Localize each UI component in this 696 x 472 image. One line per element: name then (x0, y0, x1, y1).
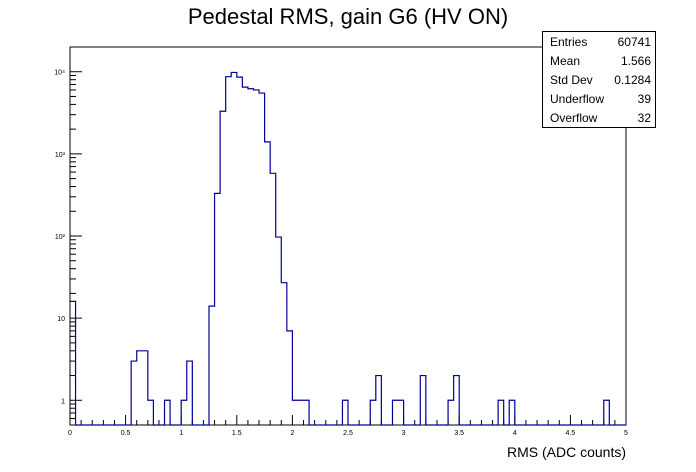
y-tick-label: 10³ (55, 152, 66, 159)
y-axis-ticks: 1 10 10² 10³ 10⁴ (54, 46, 82, 426)
x-tick-label: 0.5 (121, 430, 131, 437)
stats-label: Mean (550, 54, 581, 68)
y-tick-label: 10⁴ (54, 70, 65, 77)
x-tick-label: 0 (68, 430, 72, 437)
histogram-line (70, 71, 626, 426)
chart-title: Pedestal RMS, gain G6 (HV ON) (187, 4, 509, 29)
stats-value: 1.566 (620, 54, 651, 68)
stats-row: Mean 1.566 (543, 51, 655, 70)
y-tick-label: 10² (55, 234, 66, 241)
x-tick-label: 3 (402, 430, 406, 437)
x-tick-label: 1 (179, 430, 183, 437)
stats-box: Entries 60741 Mean 1.566 Std Dev 0.1284 Underf… (542, 31, 656, 128)
stats-row: Underflow 39 (543, 89, 655, 108)
stats-row: Overflow 32 (543, 108, 655, 127)
x-tick-label: 2.5 (343, 430, 353, 437)
stats-label: Overflow (550, 111, 598, 125)
stats-label: Entries (550, 35, 588, 49)
x-tick-label: 4.5 (566, 430, 576, 437)
y-tick-label: 1 (61, 398, 65, 405)
x-tick-label: 4 (513, 430, 517, 437)
x-axis-title: RMS (ADC counts) (507, 444, 626, 460)
y-tick-label: 10 (57, 316, 65, 323)
stats-row: Entries 60741 (543, 32, 655, 51)
x-tick-label: 2 (290, 430, 294, 437)
stats-label: Std Dev (550, 73, 593, 87)
stats-label: Underflow (550, 92, 605, 106)
stats-value: 39 (637, 92, 651, 106)
x-tick-label: 1.5 (232, 430, 242, 437)
x-tick-label: 3.5 (454, 430, 464, 437)
x-tick-label: 5 (624, 430, 628, 437)
stats-value: 32 (637, 111, 651, 125)
stats-value: 0.1284 (614, 73, 651, 87)
stats-value: 60741 (617, 35, 651, 49)
stats-row: Std Dev 0.1284 (543, 70, 655, 89)
